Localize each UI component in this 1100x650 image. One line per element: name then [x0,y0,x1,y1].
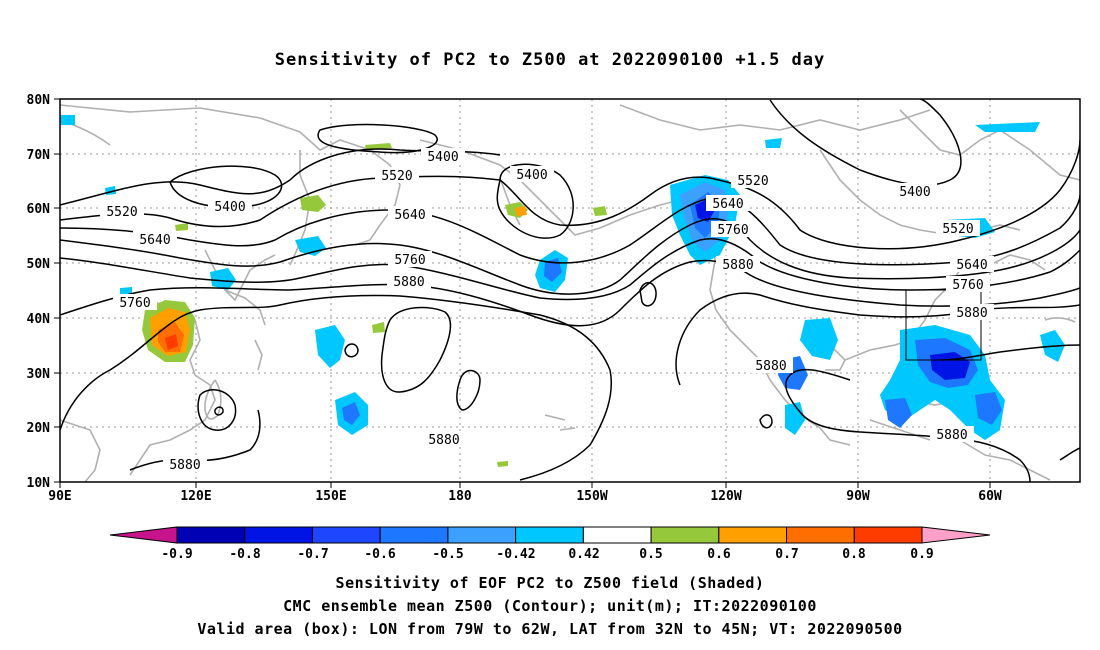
map-frame [59,98,1081,483]
colorbar-segment [786,526,855,544]
lon-label: 150W [576,489,607,504]
contour-label-5880: 5880 [936,428,967,443]
contour-labels: 5400 5400 5400 5400 5520 5520 5520 5520 … [100,148,994,473]
map-title: Sensitivity of PC2 to Z500 at 2022090100… [274,50,826,70]
lat-label: 20N [27,421,51,436]
contour-label-5400: 5400 [427,150,458,165]
colorbar-segment [244,526,313,544]
contour-label-5760: 5760 [119,296,150,311]
colorbar-label: 0.6 [707,547,731,562]
contour-label-5520: 5520 [381,169,412,184]
lat-label: 40N [27,312,51,327]
colorbar-label: -0.6 [364,547,395,562]
footer-line-2: CMC ensemble mean Z500 (Contour); unit(m… [283,597,817,615]
lat-label: 50N [27,257,51,272]
positive-sensitivity-areas [142,143,607,467]
contour-label-5400: 5400 [899,185,930,200]
contour-label-5880: 5880 [428,433,459,448]
latitude-labels: 80N 70N 60N 50N 40N 30N 20N 10N [27,93,51,491]
lat-label: 10N [27,476,51,491]
valid-area-box [905,289,982,361]
colorbar-label: -0.8 [229,547,260,562]
colorbar-label: 0.9 [910,547,933,562]
colorbar-segment [447,526,517,544]
colorbar-high-end [921,526,991,544]
colorbar-segment [582,526,652,544]
lon-label: 60W [978,489,1002,504]
lat-label: 70N [27,148,51,163]
lat-label: 30N [27,367,51,382]
lon-label: 180 [448,489,472,504]
lon-label: 90W [846,489,870,504]
lat-label: 80N [27,93,51,108]
axis-ticks [54,98,991,488]
contour-label-5640: 5640 [712,197,743,212]
contour-label-5520: 5520 [942,222,973,237]
colorbar-label: -0.9 [161,547,192,562]
contour-label-5520: 5520 [737,174,768,189]
negative-sensitivity-areas [60,115,1065,440]
colorbar: -0.9 -0.8 -0.7 -0.6 -0.5 -0.42 0.42 0.5 … [109,526,991,562]
colorbar-segment [311,526,381,544]
footer-line-3: Valid area (box): LON from 79W to 62W, L… [197,620,903,638]
contour-label-5400: 5400 [516,168,547,183]
longitude-labels: 90E 120E 150E 180 150W 120W 90W 60W [48,489,1002,504]
colorbar-label: 0.8 [842,547,866,562]
contour-label-5880: 5880 [755,359,786,374]
contour-label-5880: 5880 [393,275,424,290]
contour-label-5640: 5640 [394,208,425,223]
colorbar-segment [515,526,584,544]
colorbar-segment [176,526,246,544]
colorbar-label: -0.5 [432,547,463,562]
colorbar-segment [718,526,788,544]
lon-label: 120E [180,489,211,504]
contour-label-5880: 5880 [956,306,987,321]
colorbar-label: 0.5 [639,547,662,562]
contour-label-5760: 5760 [394,253,425,268]
contour-label-5400: 5400 [214,200,245,215]
lon-label: 120W [710,489,741,504]
colorbar-segment [853,526,923,544]
footer-line-1: Sensitivity of EOF PC2 to Z500 field (Sh… [335,574,765,592]
contour-label-5760: 5760 [952,278,983,293]
colorbar-label: -0.42 [496,547,535,562]
lat-label: 60N [27,202,51,217]
colorbar-label: -0.7 [297,547,328,562]
contour-label-5760: 5760 [717,223,748,238]
colorbar-segment [650,526,720,544]
lon-label: 90E [48,489,71,504]
colorbar-label: 0.42 [568,547,599,562]
contour-label-5880: 5880 [169,458,200,473]
contour-label-5640: 5640 [139,233,170,248]
contour-label-5640: 5640 [956,258,987,273]
colorbar-low-end [109,526,178,544]
colorbar-segment [379,526,449,544]
contour-label-5520: 5520 [106,205,137,220]
lon-label: 150E [315,489,346,504]
contour-label-5880: 5880 [722,258,753,273]
colorbar-label: 0.7 [775,547,798,562]
